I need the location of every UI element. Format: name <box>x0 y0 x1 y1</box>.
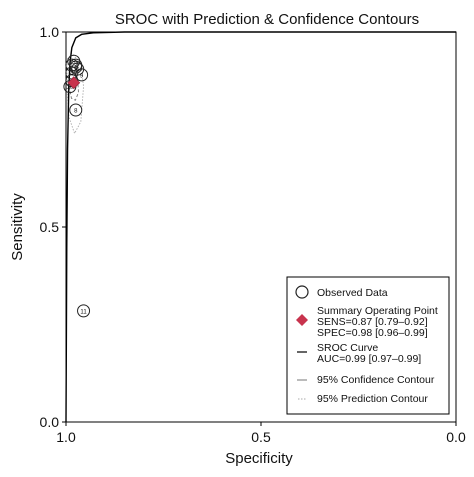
sroc-curve-layer <box>65 31 456 423</box>
legend-curve-title: SROC Curve <box>317 342 378 354</box>
legend-summary-sens: SENS=0.87 [0.79–0.92] <box>317 316 428 328</box>
observed-point-marker <box>69 58 83 72</box>
y-tick-label: 0.0 <box>40 414 60 430</box>
observed-point-label: 11 <box>80 309 87 315</box>
prediction-contour <box>66 52 85 135</box>
sroc-curve <box>65 31 456 423</box>
observed-point: 8 <box>69 103 83 117</box>
observed-point-label: 7 <box>74 64 78 70</box>
legend-box <box>286 276 450 415</box>
observed-point-label: 4 <box>70 71 74 77</box>
legend-confidence-label: 95% Confidence Contour <box>317 374 435 386</box>
legend-summary-spec: SPEC=0.98 [0.96–0.99] <box>317 327 428 339</box>
legend-observed-label: Observed Data <box>317 287 388 299</box>
observed-point-label: 10 <box>67 85 74 91</box>
legend: Observed Data Summary Operating Point SE… <box>286 276 450 415</box>
observed-point-label: 8 <box>74 109 78 115</box>
observed-point-label: 5 <box>72 60 76 66</box>
legend-observed-symbol <box>295 285 309 299</box>
legend-prediction-label: 95% Prediction Contour <box>317 393 428 405</box>
observed-points: 1234567891011 <box>63 54 91 318</box>
observed-point: 7 <box>69 58 83 72</box>
y-tick-label: 1.0 <box>40 24 60 40</box>
observed-point-marker <box>69 103 83 117</box>
chart-title: SROC with Prediction & Confidence Contou… <box>115 11 419 28</box>
observed-point-marker <box>75 68 89 82</box>
legend-summary-symbol <box>296 314 308 326</box>
x-axis-label: Specificity <box>225 450 293 467</box>
observed-point-marker <box>77 304 91 318</box>
x-tick-label: 0.0 <box>446 429 466 445</box>
y-axis-label: Sensitivity <box>9 193 26 261</box>
observed-point: 11 <box>77 304 91 318</box>
observed-point: 9 <box>75 68 89 82</box>
summary-point-layer <box>67 76 81 90</box>
x-tick-label: 1.0 <box>56 429 76 445</box>
legend-summary-title: Summary Operating Point <box>317 305 438 317</box>
legend-curve-auc: AUC=0.99 [0.97–0.99] <box>317 353 421 365</box>
y-axis: 0.0 0.5 1.0 <box>40 24 66 430</box>
y-tick-label: 0.5 <box>40 219 60 235</box>
observed-point-label: 9 <box>80 73 84 79</box>
summary-point <box>67 76 81 90</box>
x-tick-label: 0.5 <box>251 429 271 445</box>
x-axis: 1.0 0.5 0.0 <box>56 422 466 445</box>
